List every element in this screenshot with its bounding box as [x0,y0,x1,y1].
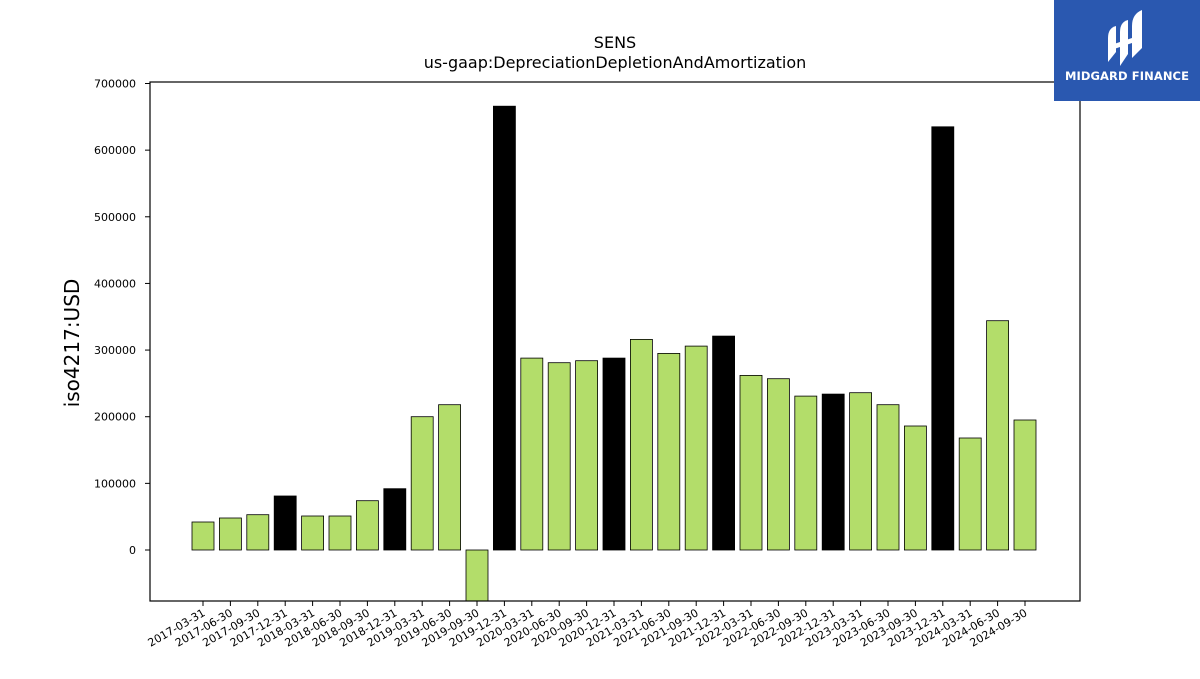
bar [383,488,407,551]
bar [794,395,818,551]
y-tick-label: 700000 [94,78,136,91]
bar [575,360,598,551]
x-axis: 2017-03-312017-06-302017-09-302017-12-31… [146,601,1030,650]
chart-subtitle: us-gaap:DepreciationDepletionAndAmortiza… [424,53,807,72]
bar [657,352,681,551]
bar [904,425,927,551]
y-tick-label: 300000 [94,344,136,357]
bar [931,126,955,551]
bars-group [191,105,1037,602]
y-tick-label: 500000 [94,211,136,224]
bar [218,517,242,551]
y-axis-label: iso4217:USD [60,279,84,408]
bar [520,357,544,551]
bar [547,362,571,551]
bar [301,515,325,551]
y-tick-label: 400000 [94,277,136,290]
bar [767,378,790,551]
y-tick-label: 600000 [94,144,136,157]
bar [739,374,763,551]
bar [821,393,845,551]
y-tick-label: 100000 [94,477,136,490]
midgard-finance-logo: MIDGARD FINANCE [1054,0,1200,101]
logo-text: MIDGARD FINANCE [1064,69,1190,83]
bar [328,515,352,551]
bar [630,338,653,551]
plot-frame [149,81,1081,602]
bar [410,416,434,551]
chart-title: SENS [594,33,636,52]
bar [465,549,489,602]
bar [246,514,270,551]
y-axis: 0 100000 200000 300000 400000 500000 600000 700… [94,78,150,557]
bar [958,437,982,551]
bar [355,500,379,551]
bar [438,404,462,551]
bar [602,357,626,551]
bar [876,404,900,551]
bar [849,392,872,551]
y-tick-label: 0 [129,544,136,557]
bar [712,335,735,551]
bar [273,495,297,551]
bar [191,521,215,551]
bar [986,320,1009,551]
bar [684,345,708,551]
logo-mark-icon [1108,10,1142,66]
bar [492,105,516,551]
bar [1013,419,1037,551]
y-tick-label: 200000 [94,411,136,424]
